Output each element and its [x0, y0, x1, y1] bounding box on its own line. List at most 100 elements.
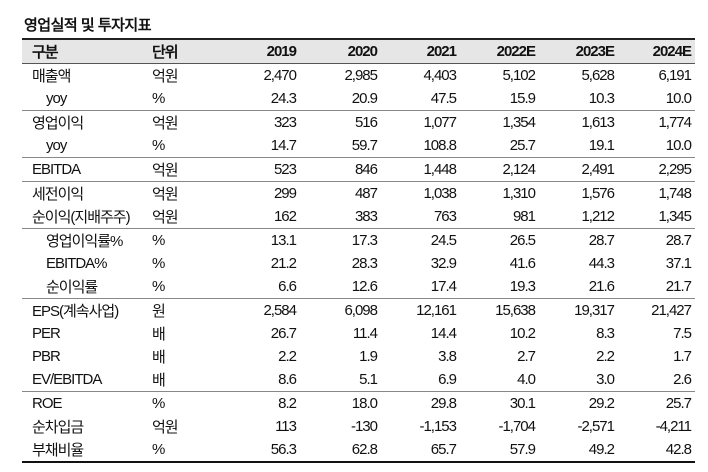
row-label: 매출액 — [32, 68, 71, 85]
cell-value: 2.2 — [596, 348, 615, 365]
cell-value: 8.2 — [278, 395, 297, 412]
cell-value: 24.3 — [270, 90, 297, 107]
cell-value: 10.3 — [588, 90, 615, 107]
cell-value: 41.6 — [509, 255, 536, 272]
cell-value: 8.6 — [278, 371, 297, 388]
cell-value: 7.5 — [673, 325, 692, 342]
cell-value: 162 — [273, 208, 297, 225]
cell-value: 1,774 — [658, 114, 692, 131]
cell-value: 1,038 — [423, 185, 457, 202]
header-year: 2023E — [575, 43, 615, 60]
cell-value: 2,584 — [263, 302, 297, 319]
cell-value: 10.0 — [665, 137, 692, 154]
table-row: 영업이익률%% 13.1 17.3 24.5 26.5 28.7 28.7 — [22, 229, 695, 252]
cell-value: 5.1 — [359, 371, 378, 388]
cell-value: 42.8 — [665, 441, 692, 458]
row-unit: 억원 — [152, 419, 179, 436]
cell-value: 49.2 — [588, 441, 615, 458]
row-unit: 억원 — [152, 115, 179, 132]
cell-value: 383 — [354, 208, 378, 225]
row-unit: 배 — [152, 326, 166, 343]
row-unit: % — [152, 90, 165, 107]
cell-value: 26.7 — [270, 325, 297, 342]
row-group: 매출액 억원 2,470 2,985 4,403 5,102 5,628 6,191 yoy% 2… — [22, 64, 695, 111]
cell-value: 62.8 — [351, 441, 378, 458]
cell-value: 29.2 — [588, 395, 615, 412]
row-unit: % — [152, 278, 165, 295]
cell-value: 10.2 — [509, 325, 536, 342]
header-year: 2024E — [652, 43, 692, 60]
cell-value: 323 — [273, 114, 297, 131]
row-group: ROE% 8.2 18.0 29.8 30.1 29.2 25.7 순차입금 억원 113 -130… — [22, 392, 695, 461]
row-unit: 억원 — [152, 186, 179, 203]
cell-value: 15,638 — [495, 302, 536, 319]
cell-value: 3.8 — [438, 348, 457, 365]
row-group: EBITDA 억원 523 846 1,448 2,124 2,491 2,295 — [22, 158, 695, 182]
cell-value: 18.0 — [351, 395, 378, 412]
cell-value: 65.7 — [430, 441, 457, 458]
cell-value: 1,354 — [502, 114, 536, 131]
cell-value: 12.6 — [351, 278, 378, 295]
cell-value: -2,571 — [577, 418, 615, 435]
cell-value: 11.4 — [352, 325, 378, 342]
cell-value: 8.3 — [596, 325, 615, 342]
cell-value: 6.9 — [438, 371, 457, 388]
table-row: 영업이익 억원 323 516 1,077 1,354 1,613 1,774 — [22, 111, 695, 134]
table-row: EPS(계속사업) 원 2,584 6,098 12,161 15,638 19,317 21… — [22, 299, 695, 322]
cell-value: 21.7 — [665, 278, 692, 295]
cell-value: 1,576 — [581, 185, 615, 202]
cell-value: 21,427 — [651, 302, 692, 319]
cell-value: 516 — [354, 114, 378, 131]
table-header: 구분 단위 2019 2020 2021 2022E 2023E 2024E — [22, 40, 695, 64]
cell-value: 1,310 — [502, 185, 536, 202]
row-unit: % — [152, 137, 165, 154]
header-year: 2020 — [347, 43, 378, 60]
row-unit: % — [152, 441, 165, 458]
cell-value: 44.3 — [588, 255, 615, 272]
row-label: 영업이익 — [32, 115, 84, 132]
financial-table: 구분 단위 2019 2020 2021 2022E 2023E 2024E 매… — [22, 38, 695, 463]
cell-value: 20.9 — [351, 90, 378, 107]
cell-value: 981 — [512, 208, 536, 225]
cell-value: 2.7 — [517, 348, 536, 365]
table-row: 순이익(지배주주) 억원 162 383 763 981 1,212 1,345 — [22, 205, 695, 228]
table-row: 세전이익 억원 299 487 1,038 1,310 1,576 1,748 — [22, 182, 695, 205]
cell-value: 2,491 — [581, 161, 615, 178]
row-unit: 억원 — [152, 209, 179, 226]
table-row: EBITDA%% 21.2 28.3 32.9 41.6 44.3 37.1 — [22, 252, 695, 275]
cell-value: 3.0 — [596, 371, 615, 388]
cell-value: 24.5 — [430, 232, 457, 249]
cell-value: -130 — [350, 418, 378, 435]
row-label: yoy — [46, 90, 67, 107]
row-unit: 배 — [152, 349, 166, 366]
cell-value: 28.7 — [588, 232, 615, 249]
cell-value: 2,295 — [658, 161, 692, 178]
row-unit: % — [152, 395, 165, 412]
cell-value: 6.6 — [278, 278, 297, 295]
cell-value: 6,098 — [344, 302, 378, 319]
cell-value: 1,212 — [581, 208, 615, 225]
cell-value: 57.9 — [509, 441, 536, 458]
table-row: 부채비율% 56.3 62.8 65.7 57.9 49.2 42.8 — [22, 438, 695, 461]
cell-value: 21.2 — [270, 255, 297, 272]
table-row: yoy% 24.3 20.9 47.5 15.9 10.3 10.0 — [22, 87, 695, 110]
cell-value: -1,704 — [498, 418, 536, 435]
cell-value: 2.6 — [673, 371, 692, 388]
row-label: 부채비율 — [32, 442, 84, 459]
row-label: EPS(계속사업) — [32, 303, 119, 320]
cell-value: 21.6 — [588, 278, 615, 295]
table-row: ROE% 8.2 18.0 29.8 30.1 29.2 25.7 — [22, 392, 695, 415]
row-unit: % — [152, 232, 165, 249]
cell-value: 2,470 — [263, 67, 297, 84]
cell-value: 25.7 — [665, 395, 692, 412]
cell-value: 113 — [275, 418, 297, 435]
row-group: 영업이익 억원 323 516 1,077 1,354 1,613 1,774 yoy% 14.7… — [22, 111, 695, 158]
cell-value: 108.8 — [423, 137, 457, 154]
cell-value: 10.0 — [665, 90, 692, 107]
row-label: 영업이익률% — [46, 233, 123, 250]
cell-value: 19.1 — [588, 137, 615, 154]
cell-value: 5,102 — [502, 67, 536, 84]
cell-value: 4.0 — [517, 371, 536, 388]
row-label: 순이익률 — [46, 279, 98, 296]
table-row: 순차입금 억원 113 -130 -1,153 -1,704 -2,571 -4,211 — [22, 415, 695, 438]
